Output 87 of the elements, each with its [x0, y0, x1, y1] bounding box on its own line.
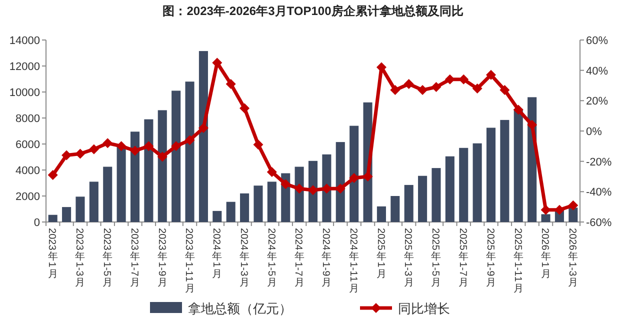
- bar: [486, 128, 496, 222]
- point: [513, 104, 524, 115]
- bar: [103, 166, 112, 222]
- y2-tick-label: 20%: [586, 96, 608, 108]
- bar: [514, 108, 523, 222]
- y-tick-label: 4000: [16, 165, 40, 177]
- point: [500, 85, 510, 96]
- point: [266, 166, 277, 177]
- bar: [48, 214, 58, 222]
- point: [102, 138, 113, 148]
- point: [418, 85, 428, 96]
- bar: [445, 156, 454, 222]
- bar: [541, 214, 550, 222]
- point: [486, 70, 496, 80]
- y-tick-label: 14000: [9, 35, 40, 47]
- bar: [459, 148, 468, 222]
- point: [444, 74, 455, 84]
- point: [280, 179, 291, 190]
- y-tick-label: 10000: [9, 87, 40, 99]
- point: [294, 184, 304, 194]
- bar: [116, 146, 126, 222]
- point: [540, 204, 551, 215]
- bar: [185, 82, 194, 222]
- point: [171, 141, 182, 152]
- y-tick-label: 2000: [16, 191, 40, 203]
- bar: [336, 142, 345, 222]
- point: [198, 122, 208, 133]
- bar: [376, 206, 386, 222]
- legend-label: 同比增长: [398, 301, 450, 316]
- point: [116, 141, 126, 152]
- point: [253, 140, 264, 150]
- point: [472, 84, 482, 94]
- bar: [472, 143, 482, 222]
- point: [144, 141, 154, 152]
- bar: [500, 120, 510, 222]
- point: [62, 150, 72, 160]
- bar: [568, 208, 578, 222]
- bar: [267, 182, 276, 222]
- bar: [418, 176, 428, 222]
- bar: [172, 90, 181, 222]
- chart-title: 图：2023年-2026年3月TOP100房企累计拿地总额及同比: [162, 4, 464, 18]
- bar: [432, 168, 441, 222]
- point: [527, 120, 538, 130]
- bar: [240, 193, 250, 222]
- legend-label: 拿地总额（亿元）: [188, 301, 292, 316]
- point: [226, 78, 236, 89]
- point: [362, 172, 373, 182]
- y-tick-label: 8000: [16, 113, 40, 125]
- point: [308, 185, 318, 196]
- bar: [254, 186, 263, 222]
- y-tick-label: 6000: [16, 139, 40, 151]
- bar: [158, 110, 167, 222]
- y2-tick-label: -20%: [586, 156, 612, 168]
- bar: [144, 119, 154, 222]
- bar: [404, 184, 414, 222]
- point: [48, 170, 58, 180]
- bar: [308, 160, 318, 222]
- bar: [76, 196, 85, 222]
- bar: [350, 126, 359, 222]
- y-tick-label: 12000: [9, 61, 40, 73]
- y-tick-label: 0: [34, 217, 40, 229]
- y2-tick-label: -60%: [586, 217, 612, 229]
- bar: [89, 182, 98, 222]
- bar: [212, 210, 222, 222]
- point: [184, 135, 195, 146]
- y2-tick-label: -40%: [586, 186, 612, 199]
- point: [130, 146, 140, 156]
- point: [75, 148, 86, 159]
- point: [240, 103, 250, 114]
- point: [458, 74, 469, 84]
- y2-tick-label: 0%: [586, 126, 602, 138]
- y2-tick-label: 40%: [586, 65, 608, 78]
- bar: [390, 196, 400, 222]
- point: [157, 152, 168, 162]
- point: [390, 85, 400, 96]
- y2-tick-label: 60%: [586, 35, 608, 47]
- bar: [322, 154, 332, 222]
- bar: [198, 51, 208, 222]
- bar: [62, 207, 72, 222]
- point: [349, 173, 360, 184]
- point: [404, 78, 414, 89]
- bar: [130, 132, 140, 222]
- point: [88, 144, 99, 154]
- point: [568, 200, 578, 210]
- bar: [226, 202, 236, 222]
- point: [431, 82, 442, 92]
- point: [322, 184, 332, 194]
